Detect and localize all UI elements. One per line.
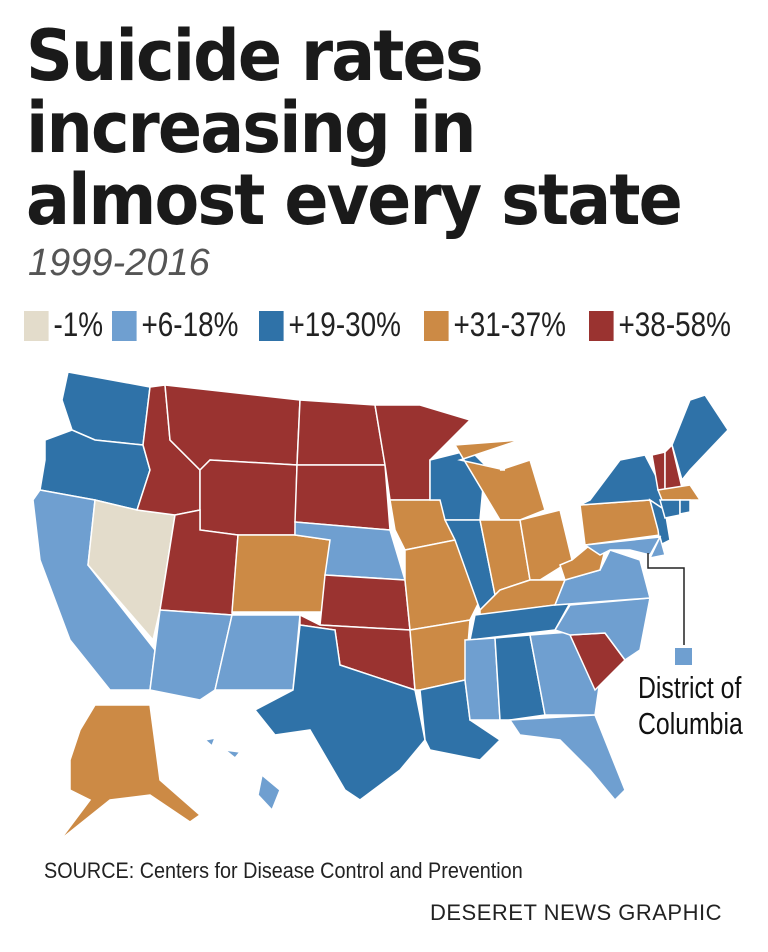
state-dc — [675, 648, 692, 665]
state-al — [494, 634, 546, 721]
state-oh — [519, 509, 573, 581]
legend-swatch — [423, 310, 449, 341]
credit: DESERET NEWS GRAPHIC — [430, 900, 722, 925]
title-line-1: Suicide rates — [26, 15, 484, 97]
state-me — [671, 394, 729, 482]
legend-swatch — [258, 310, 284, 341]
legend-item: +6-18% — [112, 306, 239, 345]
state-ak — [59, 704, 202, 841]
state-nc — [553, 597, 651, 662]
source: SOURCE: Centers for Disease Control and … — [44, 858, 523, 883]
state-fl — [508, 714, 626, 802]
legend-label: +6-18% — [141, 306, 239, 344]
state-ms — [464, 637, 501, 721]
legend-item: +38-58% — [588, 306, 731, 345]
legend-swatch — [112, 310, 138, 341]
legend-label: -1% — [53, 306, 104, 344]
state-ks — [319, 574, 411, 631]
state-nd — [296, 399, 386, 466]
state-de — [648, 534, 666, 560]
legend-label: +19-30% — [288, 306, 401, 344]
state-hi — [222, 748, 242, 760]
state-ct — [659, 499, 681, 519]
dc-leader-line — [647, 553, 685, 645]
state-mi — [453, 439, 546, 521]
title-line-3: almost every state — [26, 159, 683, 241]
legend: -1% +6-18% +19-30% +31-37% +38-58% — [24, 306, 736, 345]
state-tx — [253, 624, 426, 801]
legend-swatch — [588, 310, 614, 341]
legend-label: +38-58% — [618, 306, 731, 344]
subtitle: 1999-2016 — [28, 242, 210, 284]
state-ar — [409, 619, 471, 691]
legend-label: +31-37% — [453, 306, 566, 344]
state-ma — [656, 484, 702, 501]
dc-label: District of Columbia — [638, 670, 743, 741]
legend-item: +31-37% — [423, 306, 566, 345]
title-line-2: increasing in — [26, 87, 476, 169]
state-wy — [199, 459, 298, 536]
state-ri — [679, 499, 691, 515]
state-sd — [294, 464, 391, 531]
title: Suicide rates increasing in almost every… — [26, 15, 683, 241]
state-hi — [257, 773, 281, 812]
legend-item: +19-30% — [258, 306, 401, 345]
state-co — [231, 534, 331, 613]
legend-swatch — [24, 310, 49, 341]
legend-item: -1% — [24, 306, 103, 345]
state-hi — [203, 736, 217, 748]
